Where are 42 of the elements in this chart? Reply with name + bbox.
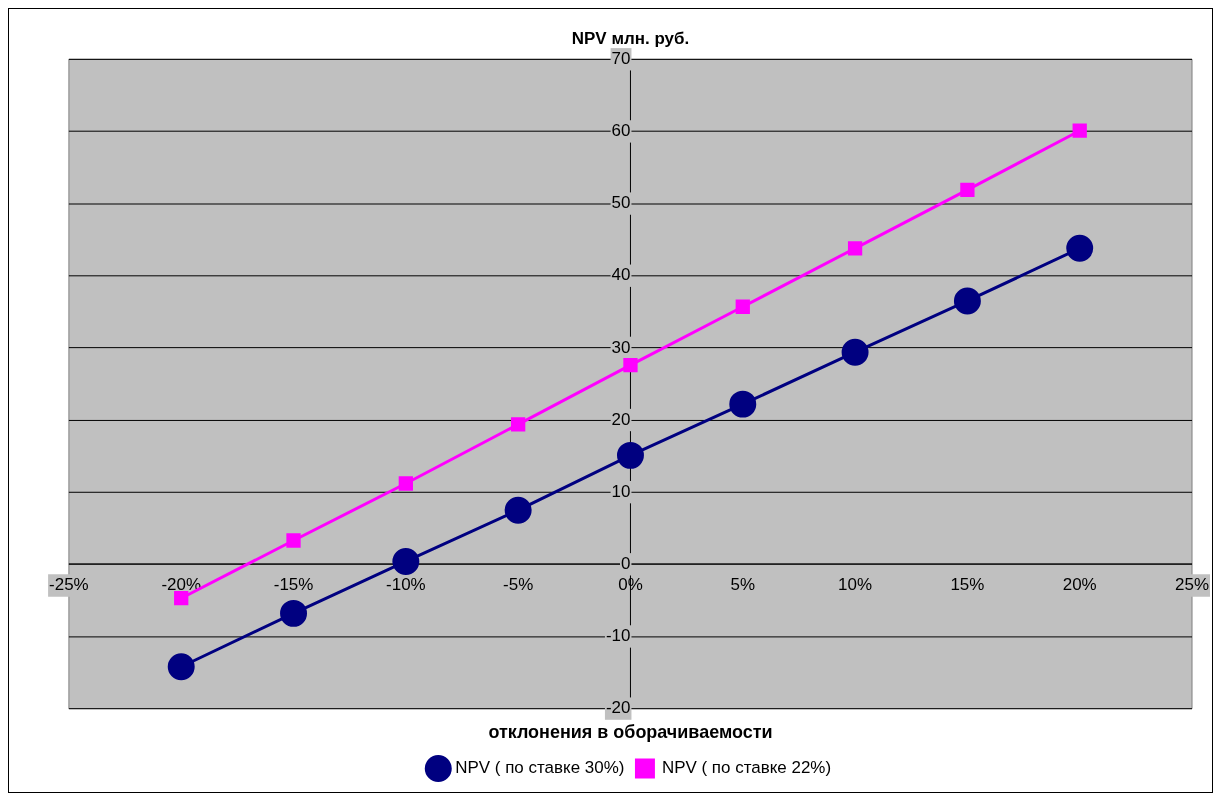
x-tick-label: 15% — [950, 575, 985, 595]
y-tick-label: 50 — [611, 193, 631, 213]
y-tick-label: 40 — [611, 265, 631, 285]
x-tick-label: -10% — [386, 575, 426, 595]
point — [623, 358, 638, 373]
x-tick-label: 10% — [838, 575, 873, 595]
point — [1072, 123, 1087, 138]
y-tick-label: -10 — [605, 626, 631, 646]
x-tick-label: -20% — [161, 575, 202, 595]
point — [616, 441, 644, 469]
point — [286, 533, 301, 548]
point — [847, 241, 863, 256]
point — [167, 653, 195, 681]
point — [735, 299, 750, 314]
point — [504, 496, 532, 524]
x-tick-label: -5% — [503, 575, 534, 595]
legend-label: NPV ( по ставке 30%) — [455, 758, 625, 778]
point — [1066, 234, 1094, 262]
chart-title: NPV млн. руб. — [571, 28, 690, 48]
x-tick-label: -15% — [273, 575, 314, 595]
point — [841, 338, 869, 366]
x-axis-title: отклонения в оборачиваемости — [488, 722, 773, 743]
x-tick-label: 25% — [1175, 575, 1209, 595]
point — [729, 390, 757, 418]
y-tick-label: -20 — [605, 698, 631, 718]
x-tick-label: 20% — [1062, 575, 1097, 595]
x-tick-label: -25% — [49, 575, 89, 595]
y-tick-label: 20 — [611, 409, 631, 429]
y-tick-label: 0 — [621, 554, 631, 573]
y-tick-label: 30 — [611, 337, 631, 357]
x-tick-label: 5% — [730, 575, 756, 595]
point — [511, 417, 526, 432]
point — [398, 476, 413, 491]
point — [953, 287, 981, 315]
y-tick-label: 60 — [611, 121, 631, 141]
point — [392, 547, 420, 575]
point — [960, 182, 975, 197]
point — [280, 599, 308, 627]
point — [174, 591, 189, 606]
legend-label: NPV ( по ставке 22%) — [661, 758, 832, 778]
y-tick-label: 10 — [611, 481, 631, 501]
y-tick-label: 70 — [611, 48, 631, 68]
